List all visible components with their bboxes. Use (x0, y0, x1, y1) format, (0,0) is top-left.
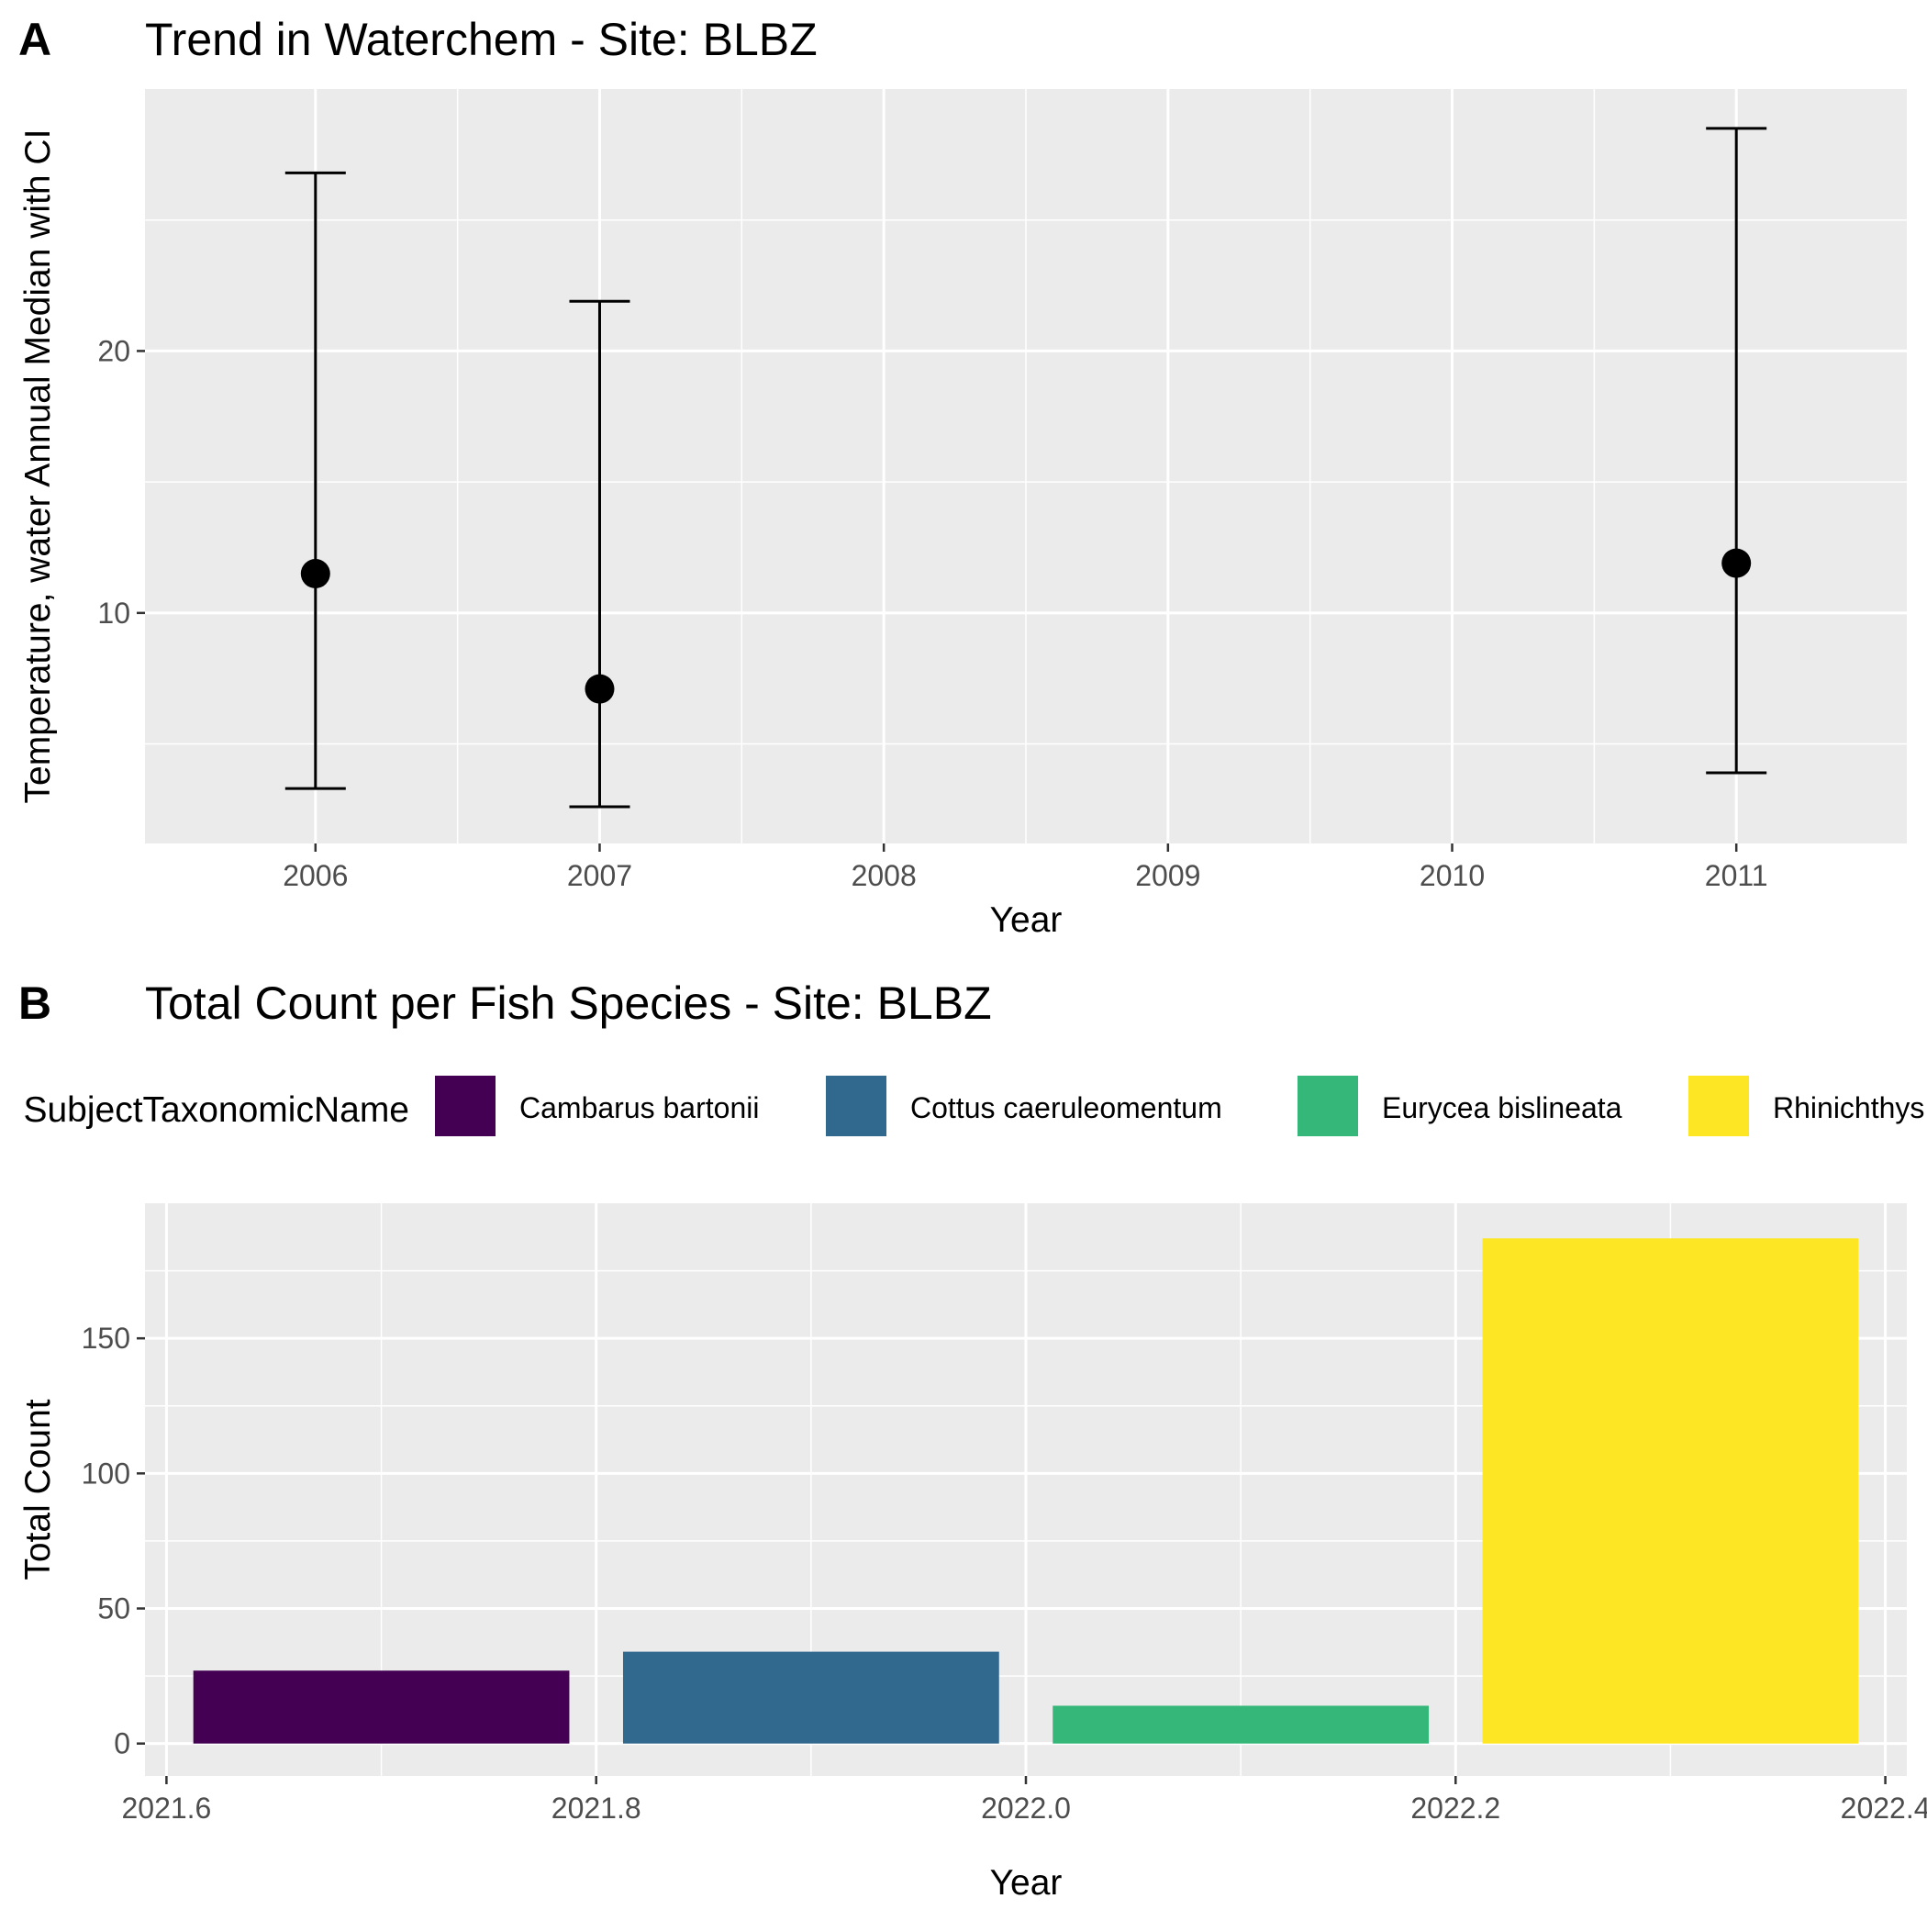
panel-a-y-axis-title: Temperature, water Annual Median with CI (18, 129, 58, 804)
panel-b-y-tick-label: 100 (82, 1457, 130, 1490)
legend-key-eurycea-bislineata (1298, 1076, 1358, 1136)
panel-b-marks (193, 1238, 1859, 1744)
panel-a-y-tick-label: 20 (97, 334, 130, 367)
panel-b-y-tick-label: 50 (97, 1592, 130, 1625)
panel-b-x-axis-title: Year (990, 1863, 1063, 1903)
legend-label: Rhinichthys atratulus (1773, 1091, 1927, 1124)
panel-b-x-tick-label: 2021.8 (551, 1792, 641, 1825)
panel-b-tag: B (18, 977, 51, 1029)
bar-rhinichthys-atratulus (1482, 1238, 1859, 1744)
panel-a-median-point-2007 (585, 674, 615, 704)
legend-key-cottus-caeruleomentum (826, 1076, 886, 1136)
panel-a-error-bar-2006 (284, 171, 346, 790)
legend-label: Eurycea bislineata (1382, 1091, 1622, 1124)
panel-a-x-tick-label: 2009 (1135, 859, 1200, 892)
panel-a-error-bar-2011 (1706, 127, 1767, 775)
legend-key-cambarus-bartonii (435, 1076, 496, 1136)
legend-key-rhinichthys-atratulus (1688, 1076, 1749, 1136)
panel-b-axes: 0 50 100 150 2021.6 2021.8 2022.0 2022.2 2022.4 (82, 1322, 1927, 1825)
legend-label: Cottus caeruleomentum (910, 1091, 1222, 1124)
panel-a-error-bar-2007 (569, 299, 630, 809)
panel-b-x-tick-label: 2021.6 (121, 1792, 211, 1825)
panel-b-y-tick-label: 150 (82, 1322, 130, 1355)
panel-b: B Total Count per Fish Species - Site: B… (18, 977, 1927, 1903)
panel-b-x-tick-label: 2022.0 (981, 1792, 1071, 1825)
panel-b-y-axis-title: Total Count (18, 1399, 58, 1580)
panel-b-y-tick-label: 0 (114, 1727, 130, 1760)
panel-a-median-point-2011 (1721, 548, 1752, 578)
panel-a-x-tick-label: 2006 (283, 859, 348, 892)
panel-b-legend: SubjectTaxonomicName Cambarus bartonii Co… (23, 1076, 1927, 1136)
panel-a-axes: 10 20 2006 2007 2008 2009 2010 2011 (97, 334, 1767, 892)
panel-a-y-tick-label: 10 (97, 597, 130, 630)
panel-a-x-axis-title: Year (990, 900, 1063, 940)
bar-cambarus-bartonii (193, 1670, 570, 1744)
legend-label: Cambarus bartonii (519, 1091, 759, 1124)
panel-a-marks (284, 127, 1767, 809)
panel-a-x-tick-label: 2007 (567, 859, 632, 892)
panel-a-title: Trend in Waterchem - Site: BLBZ (145, 14, 818, 65)
panel-a: A Trend in Waterchem - Site: BLBZ 10 20 20… (18, 14, 1907, 940)
bar-eurycea-bislineata (1053, 1705, 1430, 1744)
panel-b-x-tick-label: 2022.4 (1841, 1792, 1927, 1825)
panel-a-median-point-2006 (300, 559, 330, 589)
panel-a-x-tick-label: 2011 (1705, 859, 1768, 892)
panel-a-x-tick-label: 2008 (852, 859, 917, 892)
panel-a-x-tick-label: 2010 (1420, 859, 1485, 892)
panel-a-tag: A (18, 14, 51, 65)
legend-title: SubjectTaxonomicName (23, 1090, 409, 1130)
panel-b-x-tick-label: 2022.2 (1410, 1792, 1500, 1825)
bar-cottus-caeruleomentum (622, 1651, 999, 1744)
panel-b-title: Total Count per Fish Species - Site: BLB… (145, 977, 992, 1029)
